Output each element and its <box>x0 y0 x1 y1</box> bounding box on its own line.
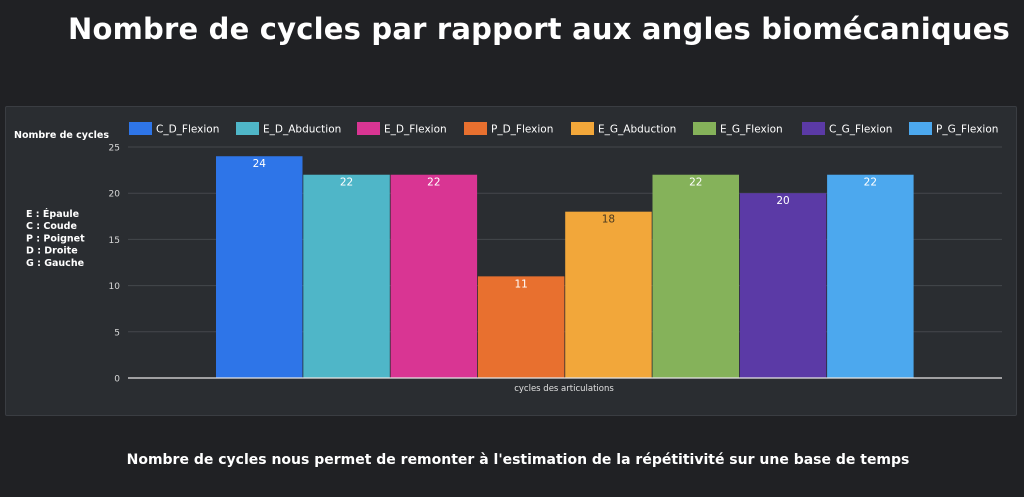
legend-label: C_D_Flexion <box>156 124 219 136</box>
abbreviation-note: D : Droite <box>26 246 78 257</box>
legend-label: E_G_Abduction <box>598 124 676 136</box>
abbreviation-note: E : Épaule <box>26 208 79 220</box>
legend-label: E_D_Abduction <box>263 124 341 136</box>
legend-swatch-E_D_Abduction <box>236 122 259 135</box>
page-title: Nombre de cycles par rapport aux angles … <box>67 12 1011 46</box>
chart-caption: Nombre de cycles nous permet de remonter… <box>126 452 910 468</box>
legend-swatch-P_D_Flexion <box>464 122 487 135</box>
chart-panel: 0 5 10 15 20 25 24 22 22 11 18 22 20 22 cycles des art… <box>5 106 1017 416</box>
y-tick-label: 5 <box>114 328 120 338</box>
bar-E_G_Flexion <box>652 174 739 378</box>
y-tick-label: 10 <box>109 282 121 292</box>
legend-label: E_D_Flexion <box>384 124 447 136</box>
legend-label: C_G_Flexion <box>829 124 892 136</box>
x-axis-label: cycles des articulations <box>514 384 614 394</box>
bar-value-label: 22 <box>340 177 353 189</box>
legend-swatch-C_G_Flexion <box>802 122 825 135</box>
legend-swatch-C_D_Flexion <box>129 122 152 135</box>
bar-C_G_Flexion <box>739 193 827 378</box>
legend-label: P_G_Flexion <box>936 124 998 136</box>
legend-label: E_G_Flexion <box>720 124 783 136</box>
legend-swatch-E_G_Abduction <box>571 122 594 135</box>
legend-label: P_D_Flexion <box>491 124 553 136</box>
y-axis-label: Nombre de cycles <box>14 130 109 141</box>
abbreviation-note: C : Coude <box>26 221 77 232</box>
bar-P_G_Flexion <box>827 174 914 378</box>
bar-C_D_Flexion <box>216 156 303 378</box>
bar-value-label: 18 <box>602 214 615 226</box>
abbreviation-note: P : Poignet <box>26 233 85 244</box>
bar-value-label: 24 <box>253 158 267 170</box>
bar-value-label: 22 <box>689 177 702 189</box>
y-tick-label: 25 <box>109 144 120 154</box>
bar-chart: 0 5 10 15 20 25 24 22 22 11 18 22 20 22 cycles des art… <box>14 122 1002 394</box>
bar-value-label: 22 <box>864 177 877 189</box>
bar-P_D_Flexion <box>477 276 565 378</box>
bar-value-label: 20 <box>776 195 789 207</box>
y-tick-label: 0 <box>114 375 120 385</box>
legend-swatch-E_G_Flexion <box>693 122 716 135</box>
y-tick-label: 15 <box>109 236 120 246</box>
abbreviation-note: G : Gauche <box>26 258 84 269</box>
legend-swatch-P_G_Flexion <box>909 122 932 135</box>
bar-E_D_Abduction <box>303 174 390 378</box>
bar-E_D_Flexion <box>390 174 478 378</box>
legend-swatch-E_D_Flexion <box>357 122 380 135</box>
bar-value-label: 11 <box>514 278 527 290</box>
bar-value-label: 22 <box>427 177 440 189</box>
bar-E_G_Abduction <box>565 211 652 378</box>
y-tick-label: 20 <box>109 190 121 200</box>
